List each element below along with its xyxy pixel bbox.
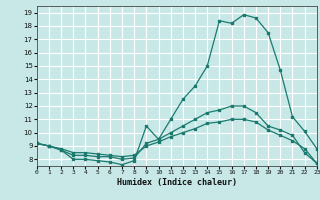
X-axis label: Humidex (Indice chaleur): Humidex (Indice chaleur) — [117, 178, 237, 187]
